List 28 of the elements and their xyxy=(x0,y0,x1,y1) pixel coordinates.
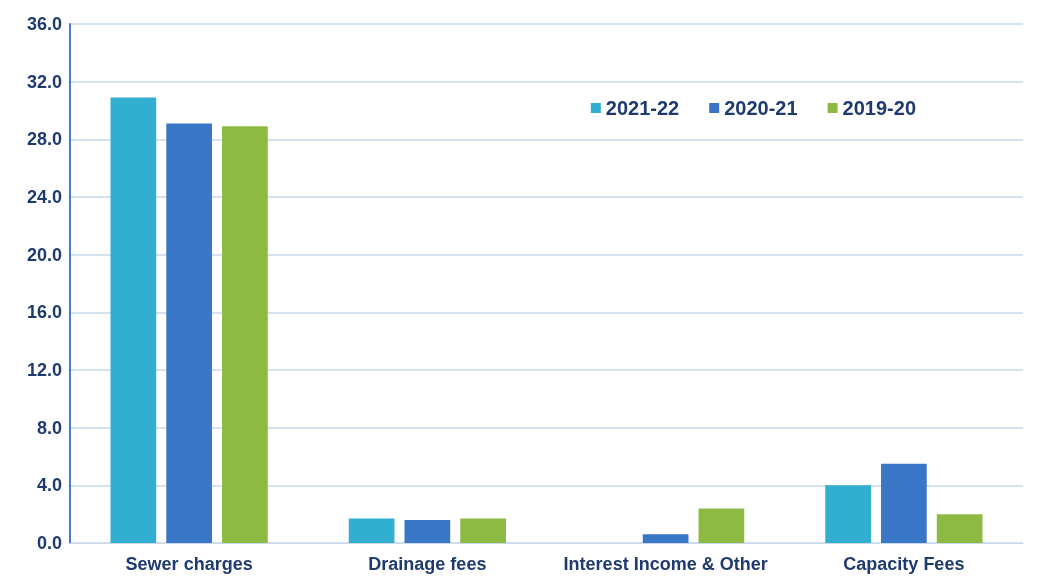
bar xyxy=(222,126,268,543)
y-tick-label: 0.0 xyxy=(36,533,62,553)
y-tick-label: 20.0 xyxy=(26,244,62,265)
bar xyxy=(698,508,745,543)
bar xyxy=(110,97,157,543)
x-tick-label: Drainage fees xyxy=(368,554,487,574)
legend-label: 2020-21 xyxy=(724,97,798,119)
bar xyxy=(348,518,395,543)
legend-label: 2021-22 xyxy=(605,97,680,119)
y-tick-label: 28.0 xyxy=(26,129,62,150)
y-tick-label: 24.0 xyxy=(26,187,62,207)
bar xyxy=(881,463,927,543)
bar xyxy=(404,519,451,543)
bar xyxy=(936,514,983,543)
bar xyxy=(642,534,689,543)
y-tick-label: 16.0 xyxy=(26,302,62,323)
bar xyxy=(166,123,212,543)
y-tick-label: 4.0 xyxy=(36,475,62,496)
y-tick-label: 36.0 xyxy=(26,14,62,34)
bar xyxy=(825,485,871,543)
y-tick-label: 32.0 xyxy=(26,71,62,92)
bar xyxy=(460,518,506,543)
x-tick-label: Sewer charges xyxy=(125,554,253,574)
x-tick-label: Interest Income & Other xyxy=(563,554,768,574)
x-tick-label: Capacity Fees xyxy=(843,554,965,574)
y-tick-label: 8.0 xyxy=(36,417,62,438)
y-tick-label: 12.0 xyxy=(26,360,62,380)
legend-label: 2019-20 xyxy=(842,97,917,119)
